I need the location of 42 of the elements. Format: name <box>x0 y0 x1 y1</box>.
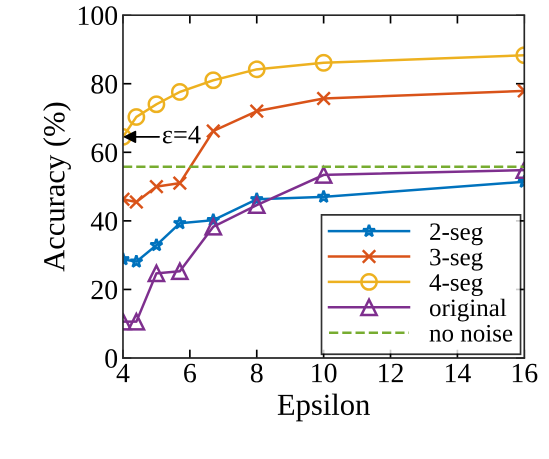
point <box>148 264 166 282</box>
legend-label: 4-seg <box>430 274 483 296</box>
point <box>316 189 331 204</box>
x-tick-label: 4 <box>116 364 130 382</box>
point <box>206 124 221 139</box>
x-tick-label: 16 <box>512 364 538 382</box>
x-tick-label: 14 <box>446 364 471 382</box>
y-tick-label: 20 <box>92 280 118 300</box>
point <box>170 262 189 280</box>
y-tick-label: 60 <box>92 143 118 162</box>
point <box>204 218 222 236</box>
y-tick-label: 80 <box>91 74 118 94</box>
legend-label: original <box>430 298 506 322</box>
point <box>314 54 333 72</box>
legend-label: 2-seg <box>430 223 483 246</box>
y-axis-title: Accuracy (%) <box>43 102 71 272</box>
legend-label: 3-seg <box>430 248 483 271</box>
y-tick-label: 0 <box>105 349 118 368</box>
y-tick-label: 40 <box>90 212 118 231</box>
annotation: ε=4 <box>162 126 201 144</box>
point <box>172 216 188 230</box>
point <box>314 166 333 184</box>
x-tick-label: 12 <box>379 364 403 382</box>
point <box>204 71 222 90</box>
y-tick-label: 100 <box>78 6 118 26</box>
x-tick-label: 10 <box>312 364 336 382</box>
legend-label: no noise <box>430 324 512 342</box>
x-tick-label: 8 <box>250 364 263 382</box>
point <box>249 104 264 119</box>
x-tick-label: 6 <box>184 364 196 382</box>
point <box>172 176 188 191</box>
point <box>248 196 266 214</box>
point <box>127 312 146 331</box>
point <box>149 238 164 252</box>
x-axis-title: Epsilon <box>278 394 370 422</box>
point <box>127 108 146 126</box>
point <box>316 90 332 106</box>
point <box>248 60 266 78</box>
point <box>148 179 164 194</box>
point <box>170 83 189 101</box>
point <box>129 254 144 268</box>
point <box>148 95 166 114</box>
